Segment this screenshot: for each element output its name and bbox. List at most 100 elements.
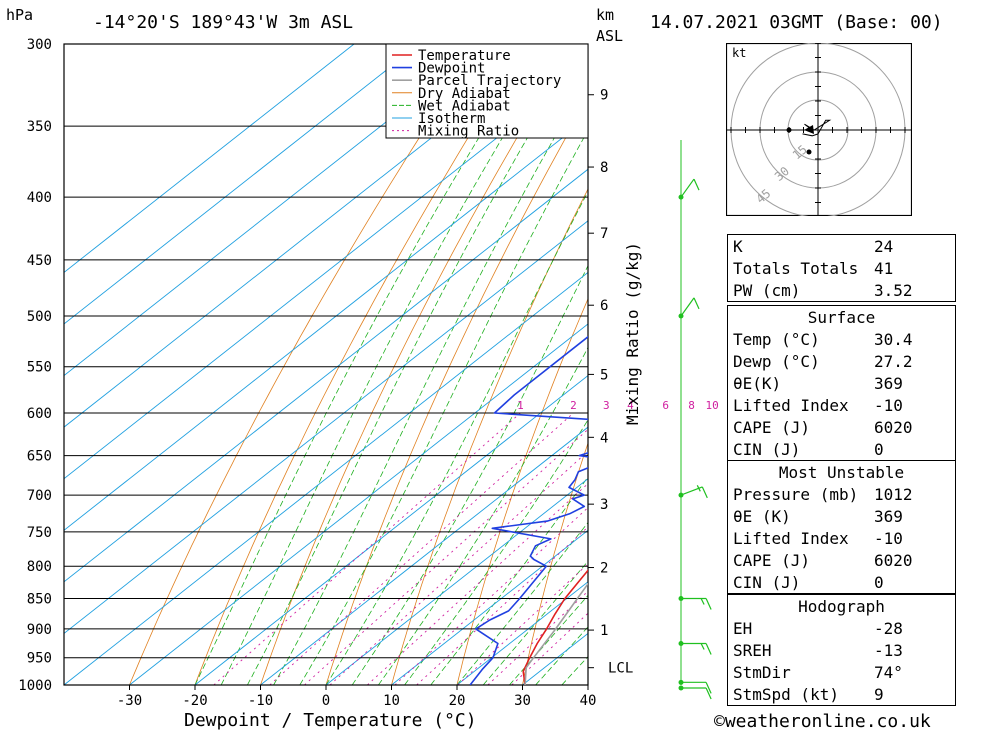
wind-barb-feather — [705, 643, 712, 655]
x-tick-label: 20 — [449, 693, 466, 709]
wet-adiabat-line — [194, 44, 538, 685]
pressure-tick-label: 350 — [27, 119, 52, 135]
x-tick-label: 40 — [580, 693, 597, 709]
hodograph-table: Hodograph EH -28 SREH -13 StmDir 74° StmSpd (kt… — [727, 594, 956, 706]
pressure-tick-label: 950 — [27, 651, 52, 667]
km-tick-label: LCL — [608, 661, 633, 677]
wind-barb-half-feather — [700, 598, 705, 605]
wind-barb-shaft — [680, 178, 695, 198]
index-row: CIN (J) 0 — [728, 571, 955, 593]
wind-barb-shaft — [680, 297, 695, 317]
index-name: Lifted Index — [733, 396, 849, 415]
index-name: StmDir — [733, 663, 791, 682]
index-name: CIN (J) — [733, 440, 801, 459]
index-row: Dewp (°C) 27.2 — [728, 350, 955, 372]
pressure-tick-label: 650 — [27, 449, 52, 465]
isotherm-line — [260, 426, 588, 685]
wind-barb-feather — [705, 598, 712, 610]
index-name: Temp (°C) — [733, 330, 820, 349]
km-tick-label: 1 — [600, 623, 608, 639]
index-name: θE(K) — [733, 374, 782, 393]
table-section-title: Hodograph — [798, 597, 885, 616]
mixing-ratio-label: 6 — [662, 399, 669, 412]
location-title: -14°20'S 189°43'W 3m ASL — [93, 12, 354, 33]
x-tick-label: 30 — [514, 693, 531, 709]
wet-adiabat-line — [430, 476, 588, 685]
x-tick-label: 10 — [383, 693, 400, 709]
isotherm-line — [64, 44, 551, 428]
hodograph-unit-label: kt — [732, 46, 746, 60]
dry-adiabat-line — [325, 97, 588, 685]
mixing-ratio-label: 3 — [603, 399, 610, 412]
pressure-tick-label: 600 — [27, 406, 52, 422]
index-value: 0 — [874, 440, 884, 459]
datetime-title: 14.07.2021 03GMT (Base: 00) — [650, 12, 943, 33]
pressure-tick-label: 400 — [27, 190, 52, 206]
index-value: 0 — [874, 573, 884, 592]
wet-adiabat-line — [220, 44, 560, 685]
pressure-tick-label: 850 — [27, 591, 52, 607]
wind-barb-half-feather — [700, 643, 705, 650]
index-row: Lifted Index -10 — [728, 394, 955, 416]
index-value: 27.2 — [874, 352, 913, 371]
mixing-ratio-label: 1 — [517, 399, 524, 412]
index-name: K — [733, 237, 743, 256]
dry-adiabat-line — [129, 44, 481, 685]
index-row: CAPE (J) 6020 — [728, 416, 955, 438]
pressure-tick-label: 1000 — [18, 678, 52, 694]
km-tick-label: 2 — [600, 561, 608, 577]
height-unit-asl-label: ASL — [596, 27, 624, 45]
index-value: 41 — [874, 259, 894, 278]
x-tick-label: 0 — [322, 693, 330, 709]
wind-barb-feather — [705, 682, 712, 694]
x-tick-label: -10 — [248, 693, 273, 709]
index-value: -13 — [874, 641, 903, 660]
index-name: θE (K) — [733, 507, 791, 526]
isotherm-line — [64, 44, 355, 273]
wet-adiabat-line — [273, 78, 588, 685]
index-row: EH -28 — [728, 617, 955, 639]
mixing-ratio-line — [304, 428, 588, 685]
pressure-tick-label: 750 — [27, 525, 52, 541]
most-unstable-table: Most Unstable Pressure (mb) 1012 θE (K) 369 L… — [727, 460, 956, 594]
index-value: 30.4 — [874, 330, 913, 349]
general-indices-table: K 24 Totals Totals 41 PW (cm) 3.52 — [727, 234, 956, 302]
index-row: Lifted Index -10 — [728, 527, 955, 549]
index-name: CAPE (J) — [733, 551, 811, 570]
km-tick-label: 7 — [600, 226, 608, 242]
dry-adiabat-line — [980, 44, 1000, 685]
mixing-ratio-label: 2 — [570, 399, 577, 412]
surface-table: Surface Temp (°C) 30.4 Dewp (°C) 27.2 θE(K) 36… — [727, 305, 956, 461]
index-name: Lifted Index — [733, 529, 849, 548]
index-row: StmDir 74° — [728, 661, 955, 683]
index-name: Dewp (°C) — [733, 352, 820, 371]
x-axis-title: Dewpoint / Temperature (°C) — [184, 710, 477, 731]
km-tick-label: 3 — [600, 497, 608, 513]
mixing-ratio-label: 4 — [627, 399, 634, 412]
index-row: θE(K) 369 — [728, 372, 955, 394]
storm-motion-marker — [804, 125, 814, 134]
mixing-ratio-label: 8 — [688, 399, 695, 412]
index-value: 6020 — [874, 551, 913, 570]
mixing-ratio-line — [329, 450, 588, 685]
temperature-line — [522, 569, 588, 685]
isotherm-line — [194, 374, 588, 685]
index-row: SREH -13 — [728, 639, 955, 661]
index-row: StmSpd (kt) 9 — [728, 683, 955, 705]
pressure-tick-label: 550 — [27, 360, 52, 376]
index-value: 24 — [874, 237, 894, 256]
legend-label: Parcel Trajectory — [418, 73, 561, 89]
legend-label: Temperature — [418, 48, 511, 64]
isotherm-line — [64, 44, 420, 325]
isotherm-line — [64, 117, 588, 531]
x-tick-label: -30 — [117, 693, 142, 709]
isotherm-line — [64, 271, 588, 685]
pressure-tick-label: 700 — [27, 488, 52, 504]
wind-barb-feather — [693, 297, 700, 310]
wet-adiabat-line — [456, 521, 588, 685]
index-name: EH — [733, 619, 753, 638]
legend-box — [385, 43, 589, 139]
index-row: Pressure (mb) 1012 — [728, 483, 955, 505]
mixing-ratio-line — [269, 412, 574, 685]
index-value: 9 — [874, 685, 884, 704]
